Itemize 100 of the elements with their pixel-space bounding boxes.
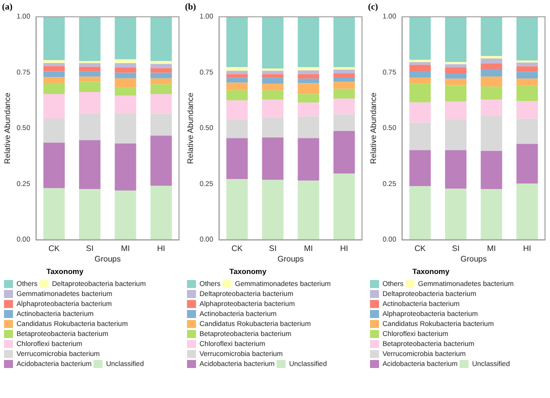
x-axis-title: Groups [277,254,304,264]
bar [79,71,100,77]
bar [262,78,284,84]
bar [226,138,248,180]
bar [516,16,538,61]
bar [409,186,431,240]
bar [262,70,284,74]
bar [150,94,172,114]
bar [409,70,431,78]
bar [480,63,502,69]
bar [298,70,320,74]
bar [516,78,538,86]
bar [445,188,466,240]
bar [79,82,100,92]
bar [262,118,284,138]
bar [333,16,355,68]
bar [480,16,502,56]
bar [43,62,65,66]
bar [333,77,355,82]
bar [79,76,100,82]
bar [516,62,538,66]
bar [445,150,466,189]
x-tick-label: SI [452,244,460,253]
bar [262,180,284,240]
x-tick-label: SI [268,244,277,253]
bar [409,16,431,60]
bar [114,96,136,114]
y-axis-title: Relative Abundance [186,92,196,164]
bar [79,60,100,64]
bar [79,66,100,72]
bar [150,61,172,64]
bar [43,16,65,60]
bar [298,138,320,180]
bar [445,73,466,79]
bar [516,66,538,72]
bar [150,114,172,136]
bar [226,100,248,120]
bar [480,58,502,64]
bar [150,16,172,62]
bar [79,92,100,114]
bar [226,179,248,240]
bar [445,119,466,150]
bar [150,72,172,78]
chart-title: (b) [185,2,196,12]
bar [43,71,65,78]
bar [114,143,136,191]
x-axis-title: Groups [94,254,121,264]
bar [445,78,466,86]
bar [333,130,355,174]
bar [298,16,320,68]
y-axis-title: Relative Abundance [369,92,378,164]
bar [226,67,248,71]
bar [445,85,466,102]
bar [226,78,248,83]
bar [298,67,320,70]
bar [409,150,431,186]
bar [79,63,100,67]
bar [409,102,431,123]
bar [114,16,136,60]
bar [150,136,172,186]
bar [445,102,466,120]
bar [226,119,248,138]
bar [298,78,320,84]
bar [226,74,248,78]
bar [262,74,284,78]
bar [43,94,65,118]
bar [409,64,431,71]
bar [445,67,466,74]
bar [226,82,248,90]
bar [409,60,431,62]
bar [516,101,538,119]
bar [333,73,355,78]
bar [480,100,502,116]
bar [333,114,355,131]
bar [409,122,431,150]
bar [43,118,65,143]
bar [43,83,65,94]
bar [79,140,100,190]
bar [226,70,248,74]
bar [150,84,172,94]
bar [333,174,355,240]
x-tick-label: CK [48,244,60,253]
bar [516,72,538,79]
bar [150,68,172,73]
x-tick-label: CK [232,244,244,253]
bar [516,184,538,240]
bar [226,90,248,100]
bar [516,118,538,144]
bar [150,186,172,240]
bar [79,16,100,61]
bar [79,189,100,240]
bar [114,88,136,96]
bar [333,88,355,99]
bar [150,64,172,68]
bar [516,86,538,102]
bar [262,90,284,100]
bar [480,68,502,77]
bar [79,114,100,140]
x-tick-label: HI [157,244,166,253]
bar [298,116,320,138]
